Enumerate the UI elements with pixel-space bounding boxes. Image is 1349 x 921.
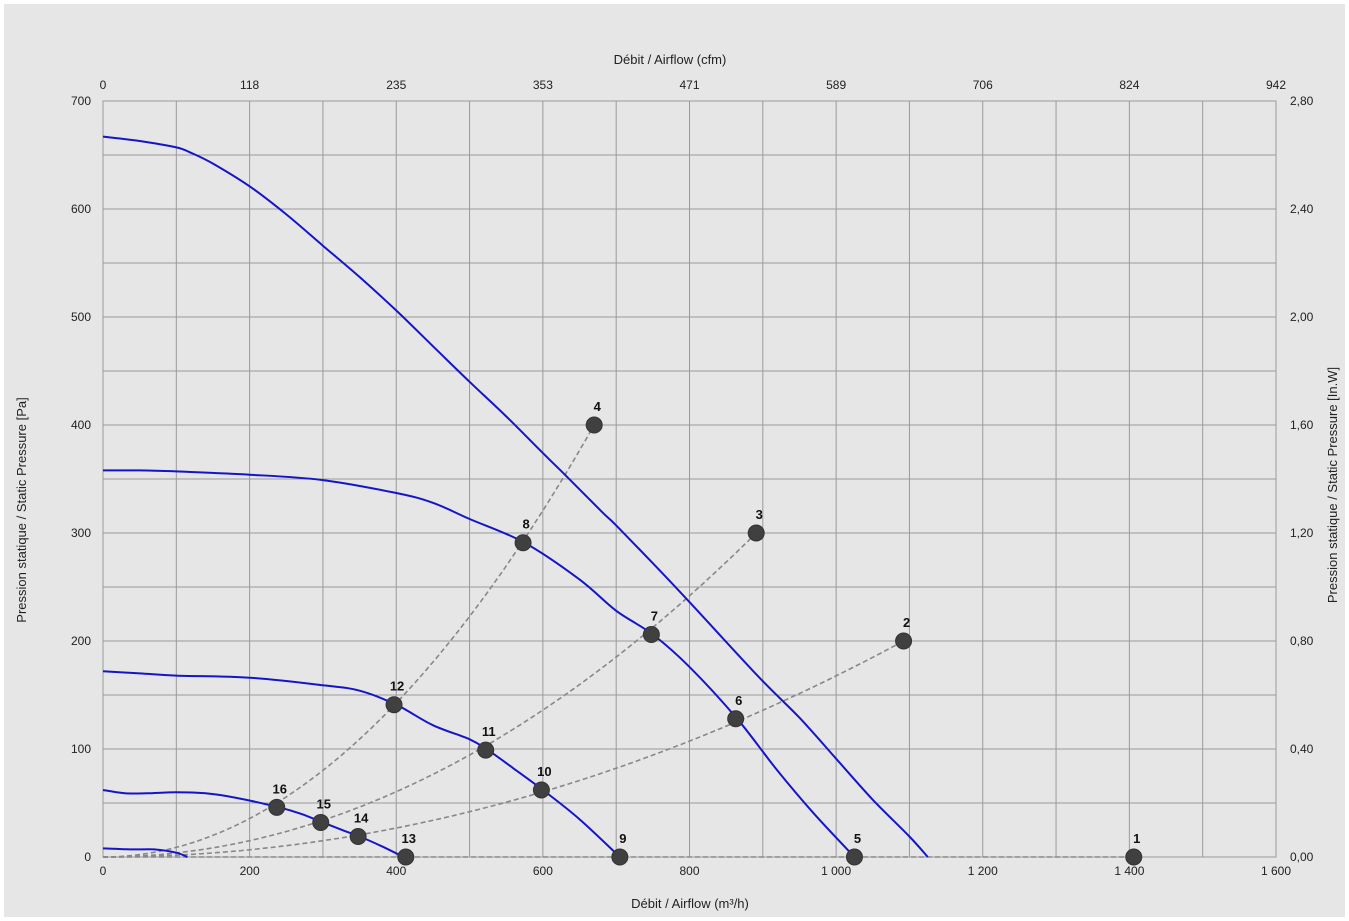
operating-point-label: 6: [735, 693, 742, 708]
fan-curve: [102, 847, 188, 858]
y-right-tick-label: 2,00: [1290, 310, 1314, 324]
operating-point-marker: [895, 632, 913, 650]
operating-point-marker: [514, 534, 532, 552]
operating-point-label: 15: [317, 796, 331, 811]
y-left-tick-label: 700: [71, 94, 91, 108]
operating-point-marker: [845, 848, 863, 866]
y-right-tick-label: 0,00: [1290, 850, 1314, 864]
operating-point-marker: [385, 696, 403, 714]
operating-point-label: 8: [522, 517, 529, 532]
operating-point-label: 13: [402, 831, 416, 846]
y-left-tick-label: 300: [71, 526, 91, 540]
operating-point-marker: [1125, 848, 1143, 866]
operating-point-label: 1: [1133, 831, 1140, 846]
y-left-tick-label: 600: [71, 202, 91, 216]
x-top-tick-label: 471: [679, 78, 699, 92]
operating-point-label: 7: [651, 609, 658, 624]
x-top-tick-label: 942: [1266, 78, 1286, 92]
y-right-tick-label: 0,80: [1290, 634, 1314, 648]
y-axis-right-title: Pression statique / Static Pressure [In.…: [1325, 367, 1340, 603]
system-curve: [103, 424, 595, 858]
y-right-tick-label: 1,60: [1290, 418, 1314, 432]
operating-point-label: 2: [903, 615, 910, 630]
x-bottom-tick-label: 800: [679, 864, 699, 878]
x-bottom-tick-label: 0: [100, 864, 107, 878]
x-bottom-tick-label: 600: [533, 864, 553, 878]
x-axis-top-title: Débit / Airflow (cfm): [614, 52, 727, 67]
x-top-tick-label: 353: [533, 78, 553, 92]
operating-point-label: 16: [273, 781, 287, 796]
operating-point-marker: [268, 798, 286, 816]
y-left-tick-label: 100: [71, 742, 91, 756]
y-axis-left-title: Pression statique / Static Pressure [Pa]: [14, 397, 29, 622]
operating-point-marker: [477, 741, 495, 759]
operating-point-marker: [642, 626, 660, 644]
x-top-tick-label: 235: [386, 78, 406, 92]
operating-point-marker: [312, 813, 330, 831]
x-bottom-tick-label: 1 200: [968, 864, 998, 878]
operating-point-label: 5: [854, 831, 861, 846]
operating-point-marker: [397, 848, 415, 866]
operating-point-label: 4: [594, 399, 602, 414]
x-top-tick-label: 824: [1119, 78, 1139, 92]
operating-point-marker: [747, 524, 765, 542]
x-bottom-tick-label: 1 400: [1114, 864, 1144, 878]
y-left-tick-label: 200: [71, 634, 91, 648]
x-top-tick-label: 118: [240, 78, 259, 92]
x-bottom-tick-label: 1 000: [821, 864, 851, 878]
y-left-tick-label: 0: [84, 850, 91, 864]
y-left-tick-label: 500: [71, 310, 91, 324]
y-right-tick-label: 2,80: [1290, 94, 1314, 108]
y-right-tick-label: 1,20: [1290, 526, 1314, 540]
operating-point-marker: [349, 827, 367, 845]
operating-point-label: 9: [619, 831, 626, 846]
y-left-tick-label: 400: [71, 418, 91, 432]
fan-curve: [102, 135, 929, 858]
x-bottom-tick-label: 1 600: [1261, 864, 1291, 878]
operating-point-marker: [585, 416, 603, 434]
system-curve: [103, 641, 903, 858]
operating-point-label: 3: [756, 507, 763, 522]
operating-point-label: 11: [482, 724, 496, 739]
operating-point-label: 14: [354, 810, 369, 825]
x-bottom-tick-label: 200: [240, 864, 260, 878]
operating-point-label: 10: [537, 764, 551, 779]
x-bottom-tick-label: 400: [386, 864, 406, 878]
operating-point-label: 12: [390, 679, 404, 694]
x-axis-bottom-title: Débit / Airflow (m³/h): [631, 896, 749, 911]
operating-point-marker: [611, 848, 629, 866]
x-top-tick-label: 589: [826, 78, 846, 92]
operating-point-marker: [727, 710, 745, 728]
grid: [102, 100, 1277, 858]
operating-point-marker: [532, 781, 550, 799]
y-right-tick-label: 2,40: [1290, 202, 1314, 216]
x-top-tick-label: 706: [973, 78, 993, 92]
x-top-tick-label: 0: [100, 78, 107, 92]
y-right-tick-label: 0,40: [1290, 742, 1314, 756]
